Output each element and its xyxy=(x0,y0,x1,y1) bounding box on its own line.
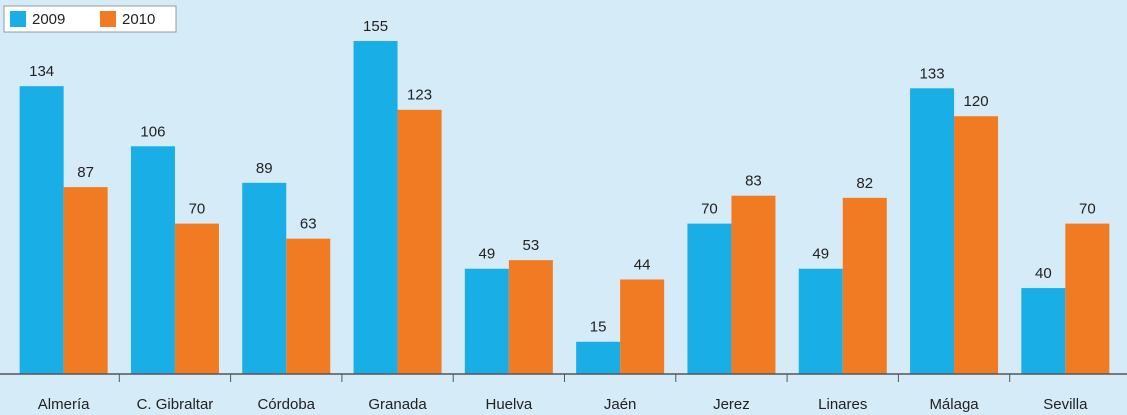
data-label: 70 xyxy=(701,201,718,218)
data-label: 70 xyxy=(1079,201,1096,218)
legend-label: 2010 xyxy=(122,11,155,28)
data-label: 44 xyxy=(634,256,651,273)
bar xyxy=(286,238,331,374)
bar xyxy=(174,223,219,374)
x-tick-label: Granada xyxy=(368,396,427,413)
legend-swatch xyxy=(10,11,26,27)
x-tick-label: Málaga xyxy=(929,396,979,413)
data-label: 70 xyxy=(189,201,206,218)
bar xyxy=(397,109,442,375)
data-label: 40 xyxy=(1035,265,1052,282)
bar xyxy=(130,146,175,374)
bar xyxy=(353,41,398,374)
bar xyxy=(910,88,955,374)
bar xyxy=(63,187,108,374)
data-label: 155 xyxy=(363,18,388,35)
x-tick-label: Córdoba xyxy=(257,396,315,413)
data-label: 49 xyxy=(812,246,829,263)
bar xyxy=(687,223,732,374)
legend-swatch xyxy=(100,11,116,27)
data-label: 134 xyxy=(29,63,54,80)
data-label: 106 xyxy=(140,123,165,140)
bar xyxy=(954,116,999,374)
bar xyxy=(576,341,621,374)
data-label: 133 xyxy=(920,65,945,82)
data-label: 123 xyxy=(407,87,432,104)
data-label: 120 xyxy=(964,93,989,110)
bar xyxy=(1065,223,1110,374)
bar xyxy=(731,195,776,374)
data-label: 53 xyxy=(523,237,540,254)
bar xyxy=(798,268,843,374)
data-label: 83 xyxy=(745,173,762,190)
legend-label: 2009 xyxy=(32,11,65,28)
data-label: 82 xyxy=(856,175,873,192)
bar xyxy=(242,182,287,374)
x-tick-label: Almería xyxy=(38,396,90,413)
x-tick-label: Jaén xyxy=(604,396,637,413)
data-label: 87 xyxy=(77,164,94,181)
data-label: 63 xyxy=(300,216,317,233)
data-label: 49 xyxy=(479,246,496,263)
data-label: 15 xyxy=(590,319,607,336)
data-label: 89 xyxy=(256,160,273,177)
x-tick-label: Linares xyxy=(818,396,867,413)
legend-box xyxy=(3,5,177,33)
bar xyxy=(19,86,64,375)
x-tick-label: Huelva xyxy=(485,396,532,413)
x-tick-label: Sevilla xyxy=(1043,396,1088,413)
x-tick-label: Jerez xyxy=(713,396,750,413)
bar xyxy=(1021,288,1066,374)
bar xyxy=(842,197,887,374)
bar xyxy=(508,260,553,374)
x-tick-label: C. Gibraltar xyxy=(137,396,214,413)
bar xyxy=(464,268,509,374)
bar xyxy=(620,279,665,374)
